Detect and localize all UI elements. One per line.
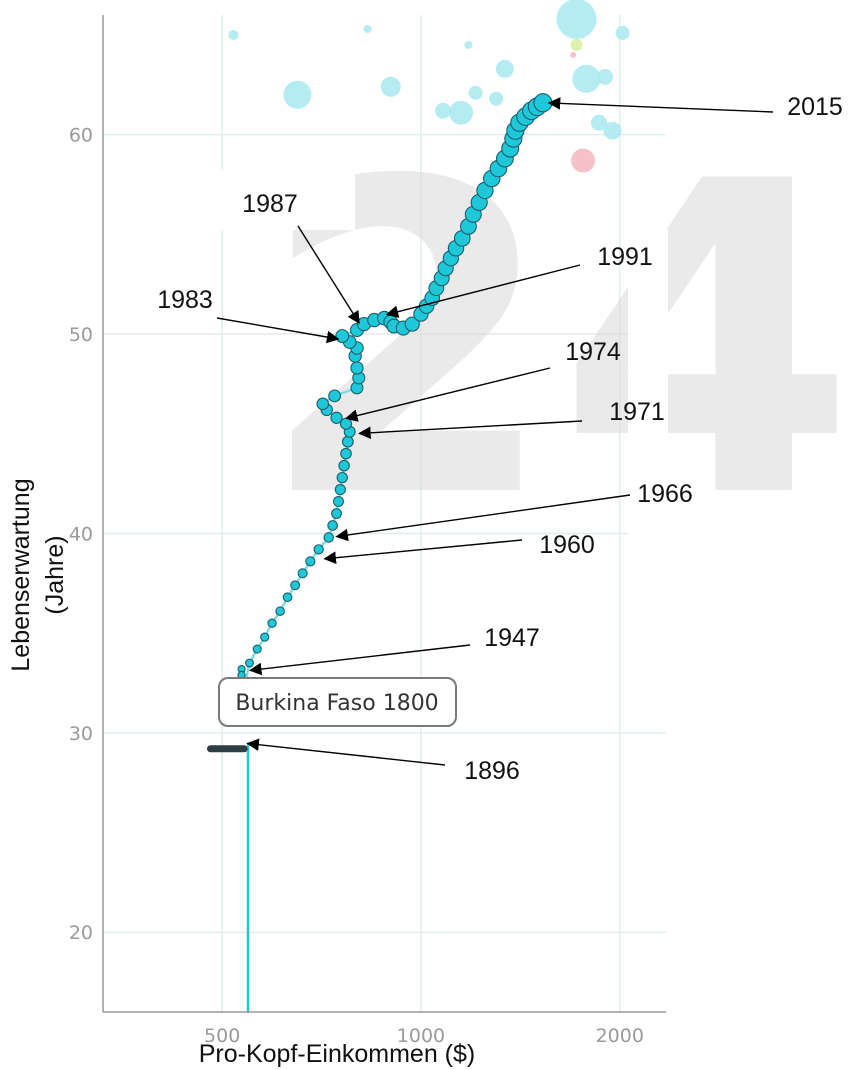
annotations: 2015 1987 1991 1983 1974 1971 1966 1960 1947 1896 xyxy=(157,93,843,785)
data-point xyxy=(323,532,334,543)
background-bubble xyxy=(283,80,312,109)
annotation-label: 1974 xyxy=(565,338,621,366)
annotation-label: 1991 xyxy=(597,243,653,271)
background-bubble xyxy=(468,85,483,100)
annotation-arrow xyxy=(547,97,774,113)
annotation-arrow xyxy=(216,317,340,344)
background-bubble xyxy=(489,91,504,106)
annotation-arrow xyxy=(323,539,523,564)
data-point xyxy=(336,471,348,484)
annotation-arrow xyxy=(297,225,360,325)
background-bubble xyxy=(556,0,597,39)
x-tick-label: 500 xyxy=(204,1025,240,1047)
background-bubble xyxy=(363,24,372,33)
background-bubble xyxy=(464,40,473,49)
background-bubble xyxy=(495,59,514,78)
data-point xyxy=(332,496,344,508)
y-tick-label: 60 xyxy=(69,125,93,147)
label-backdrop xyxy=(628,170,668,590)
annotation-label: 2015 xyxy=(787,93,843,121)
annotation-label: 1987 xyxy=(242,190,298,218)
data-point xyxy=(341,435,354,448)
data-point xyxy=(327,520,338,531)
y-tick-label: 30 xyxy=(69,723,93,745)
background-bubble xyxy=(435,102,452,119)
y-tick-label: 40 xyxy=(69,523,93,545)
tooltip: Burkina Faso 1800 xyxy=(218,677,457,727)
annotation-label: 1960 xyxy=(539,531,595,559)
data-point xyxy=(260,632,270,642)
background-bubbles xyxy=(228,0,630,173)
data-point xyxy=(328,389,342,403)
annotation-label: 1966 xyxy=(637,480,693,508)
background-bubble xyxy=(590,114,607,131)
background-bubble xyxy=(571,148,596,173)
data-point xyxy=(290,580,301,591)
data-point xyxy=(313,544,324,555)
background-bubble xyxy=(380,76,401,97)
data-point xyxy=(297,568,308,579)
data-point xyxy=(245,658,254,668)
tooltip-label: Burkina Faso 1800 xyxy=(235,691,438,716)
data-point xyxy=(330,411,343,424)
background-bubble xyxy=(572,64,601,93)
background-bubble xyxy=(603,121,622,140)
data-point xyxy=(340,447,352,460)
annotation-arrow xyxy=(335,494,631,542)
data-point xyxy=(316,397,330,411)
x-axis-title: Pro-Kopf-Einkommen ($) xyxy=(199,1040,475,1068)
data-point xyxy=(404,316,420,332)
y-tick-label: 20 xyxy=(69,922,93,944)
data-point xyxy=(252,644,262,654)
label-backdrop xyxy=(220,170,355,230)
y-tick-label: 50 xyxy=(69,324,93,346)
annotation-arrow xyxy=(248,644,471,676)
tooltip-box xyxy=(218,677,457,727)
data-point xyxy=(305,556,316,567)
data-point xyxy=(338,459,350,472)
x-tick-label: 2000 xyxy=(596,1025,644,1047)
data-point xyxy=(335,329,350,343)
data-point xyxy=(331,508,342,519)
data-point xyxy=(267,618,277,628)
x-tick-label: 1000 xyxy=(397,1025,445,1047)
annotation-arrow xyxy=(246,738,446,766)
background-bubble xyxy=(449,100,474,125)
data-point xyxy=(282,592,293,603)
background-bubble xyxy=(615,25,630,40)
annotation-label: 1947 xyxy=(484,624,540,652)
y-axis-title-line-2: (Jahre) xyxy=(41,535,69,614)
data-point xyxy=(350,361,364,375)
data-point xyxy=(334,483,346,496)
annotation-label: 1983 xyxy=(157,286,213,314)
annotation-arrow xyxy=(385,264,581,318)
data-point xyxy=(275,606,285,616)
background-bubble xyxy=(228,29,239,40)
data-points xyxy=(237,93,553,698)
background-bubble xyxy=(570,51,577,58)
tick-labels: 20 30 40 50 60 500 1000 2000 xyxy=(69,125,644,1047)
annotation-arrow xyxy=(344,367,551,422)
annotation-label: 1896 xyxy=(464,757,520,785)
background-bubble xyxy=(570,38,583,51)
y-axis-title-line-1: Lebenserwartung xyxy=(7,478,35,671)
annotation-arrow xyxy=(358,420,583,440)
annotation-label: 1971 xyxy=(609,398,665,426)
background-bubble xyxy=(597,68,614,85)
